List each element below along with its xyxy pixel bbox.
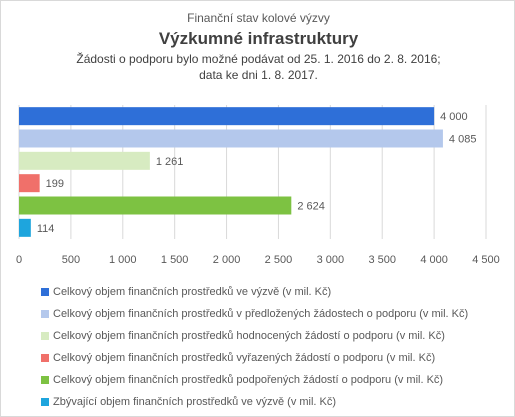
bar — [19, 107, 435, 126]
bar-chart: 4 000 4 085 1 261 199 2 624 114 0 500 1 000 1 50… — [16, 105, 500, 266]
legend: Celkový objem finančních prostředků ve v… — [41, 281, 511, 413]
legend-label: Celkový objem finančních prostředků ve v… — [53, 286, 332, 298]
legend-item: Zbývající objem finančních prostředků ve… — [41, 391, 511, 413]
x-tick-label: 0 — [16, 254, 22, 266]
bar — [19, 151, 150, 170]
x-tick-label: 1 000 — [109, 254, 137, 266]
legend-swatch — [41, 288, 49, 296]
x-axis-tick-labels: 0 500 1 000 1 500 2 000 2 500 3 000 3 500 4 000 4… — [16, 254, 500, 266]
legend-swatch — [41, 376, 49, 384]
x-tick-label: 4 500 — [472, 254, 500, 266]
bar-data-label: 199 — [46, 178, 64, 190]
bar-data-label: 114 — [37, 223, 55, 235]
bar-data-label: 4 085 — [449, 134, 477, 146]
x-tick-label: 3 000 — [317, 254, 345, 266]
bar — [19, 218, 31, 237]
gridlines — [18, 105, 487, 239]
bar — [19, 174, 40, 193]
legend-swatch — [41, 332, 49, 340]
legend-label: Celkový objem finančních prostředků hodn… — [53, 330, 445, 342]
legend-label: Celkový objem finančních prostředků podp… — [53, 374, 444, 386]
bar-labels: 4 000 4 085 1 261 199 2 624 114 — [37, 111, 477, 235]
legend-item: Celkový objem finančních prostředků vyřa… — [41, 347, 511, 369]
legend-item: Celkový objem finančních prostředků v př… — [41, 303, 511, 325]
bar — [19, 129, 443, 148]
legend-label: Celkový objem finančních prostředků v př… — [53, 308, 469, 320]
legend-swatch — [41, 398, 49, 406]
x-tick-label: 3 500 — [368, 254, 396, 266]
x-tick-label: 2 500 — [265, 254, 293, 266]
chart-subtitle-line-2: data ke dni 1. 8. 2017. — [199, 68, 318, 82]
x-tick-label: 2 000 — [213, 254, 241, 266]
legend-swatch — [41, 354, 49, 362]
legend-label: Zbývající objem finančních prostředků ve… — [53, 396, 337, 408]
legend-swatch — [41, 310, 49, 318]
bar — [19, 196, 292, 215]
bar-data-label: 2 624 — [297, 201, 325, 213]
legend-item: Celkový objem finančních prostředků hodn… — [41, 325, 511, 347]
x-tick-label: 1 500 — [161, 254, 189, 266]
legend-item: Celkový objem finančních prostředků ve v… — [41, 281, 511, 303]
x-tick-label: 500 — [62, 254, 80, 266]
chart-supertitle: Finanční stav kolové výzvy — [187, 11, 330, 25]
bars — [19, 107, 443, 237]
bar-data-label: 1 261 — [156, 156, 184, 168]
chart-subtitle-line-1: Žádosti o podporu bylo možné podávat od … — [76, 52, 441, 66]
x-tick-label: 4 000 — [420, 254, 448, 266]
legend-label: Celkový objem finančních prostředků vyřa… — [53, 352, 436, 364]
legend-item: Celkový objem finančních prostředků podp… — [41, 369, 511, 391]
bar-data-label: 4 000 — [440, 111, 468, 123]
chart-title: Výzkumné infrastruktury — [158, 29, 359, 48]
